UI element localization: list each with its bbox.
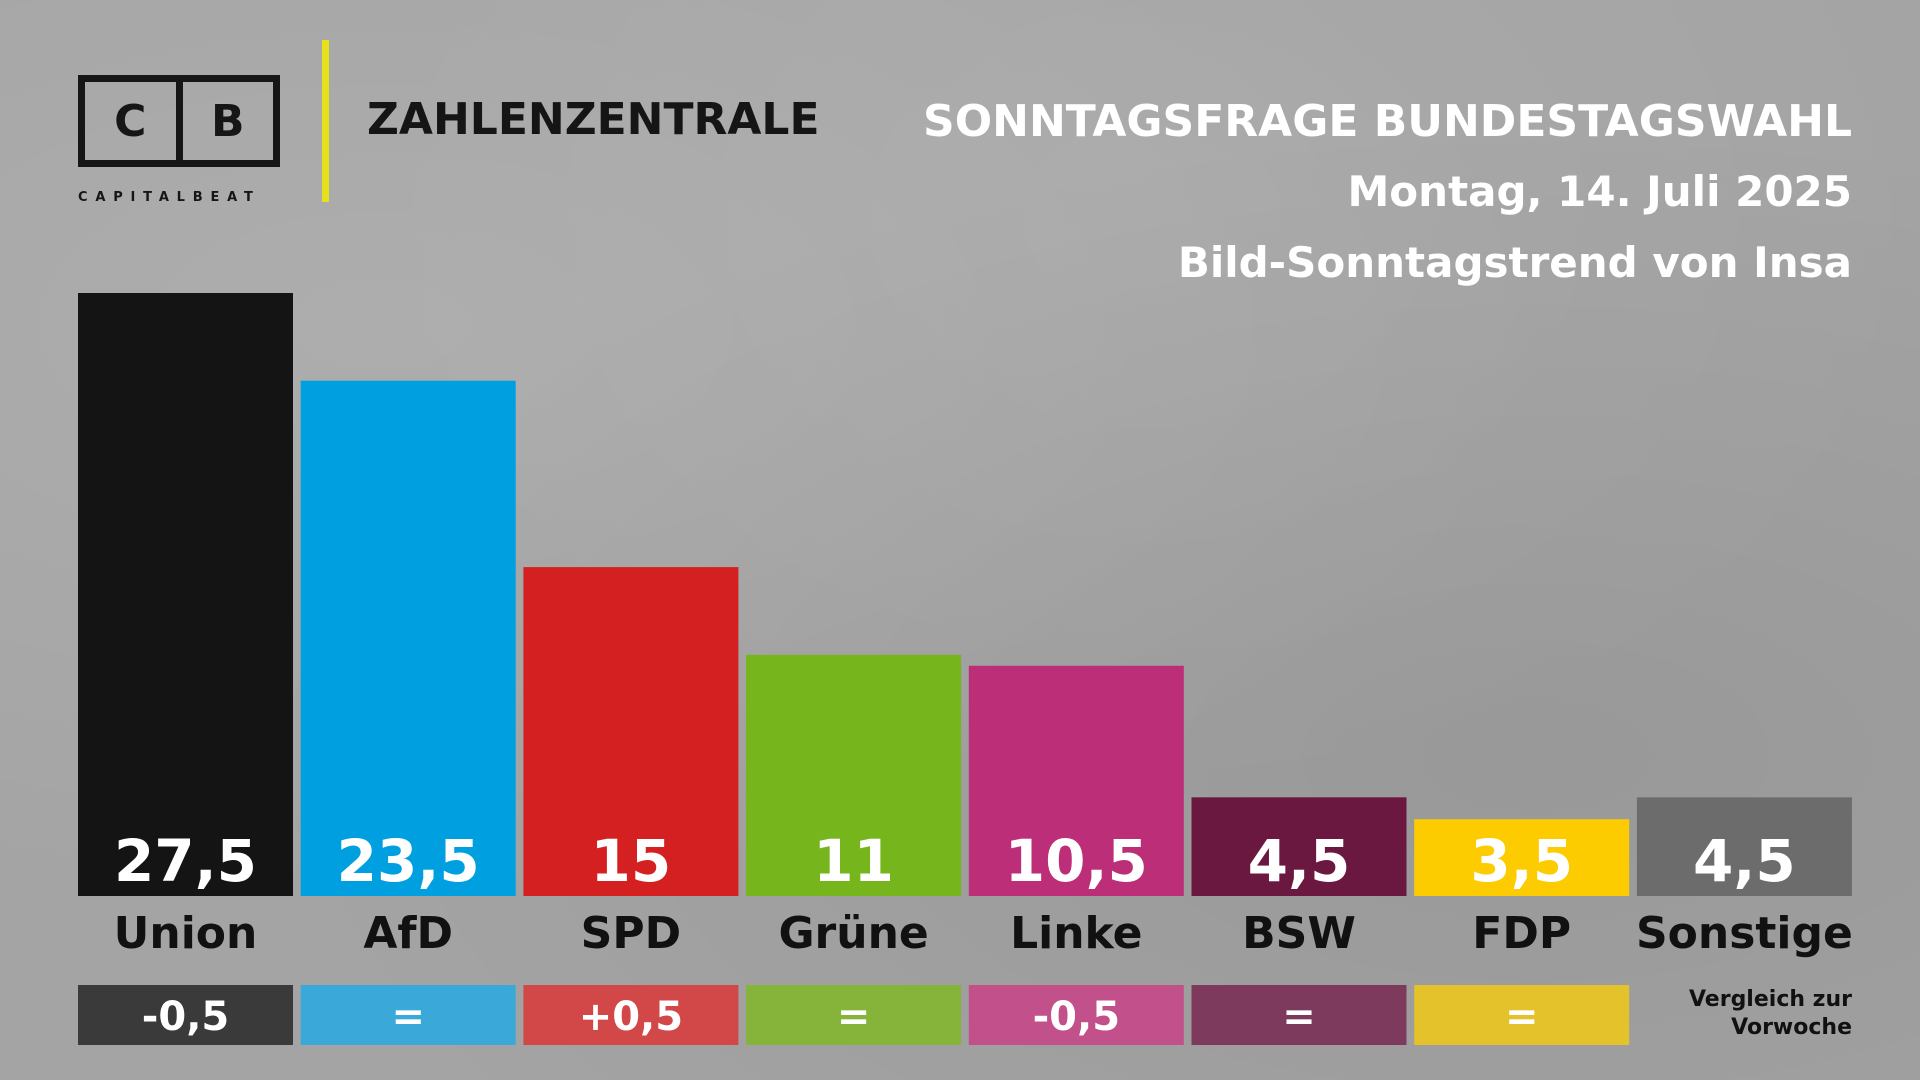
accent-divider	[322, 40, 329, 202]
bar-spd	[523, 567, 739, 896]
category-label-fdp: FDP	[1472, 908, 1571, 959]
chart-title: SONNTAGSFRAGE BUNDESTAGSWAHL	[923, 96, 1852, 147]
value-label-spd: 15	[591, 827, 672, 895]
value-label-fdp: 3,5	[1470, 827, 1573, 895]
category-label-linke: Linke	[1010, 908, 1142, 959]
change-label-fdp: =	[1505, 994, 1539, 1040]
value-label-linke: 10,5	[1005, 827, 1148, 895]
value-label-union: 27,5	[114, 827, 257, 895]
chart-source: Bild-Sonntagstrend von Insa	[1177, 238, 1852, 287]
comparison-note-line-1: Vergleich zur	[1688, 987, 1852, 1012]
change-box-union	[78, 985, 293, 1045]
change-box-gruene	[746, 985, 962, 1045]
bar-gruene	[746, 654, 962, 896]
change-label-spd: +0,5	[579, 994, 683, 1040]
logo-subtitle: CAPITALBEAT	[78, 190, 261, 205]
change-label-union: -0,5	[142, 994, 229, 1040]
comparison-note-line-2: Vorwoche	[1731, 1015, 1852, 1040]
brand-name: ZAHLENZENTRALE	[367, 94, 820, 145]
change-label-gruene: =	[837, 994, 871, 1040]
value-label-afd: 23,5	[337, 827, 480, 895]
bar-afd	[300, 380, 516, 896]
bar-bsw	[1191, 797, 1407, 896]
capitalbeat-logo: C B	[78, 75, 280, 167]
logo-letter-c: C	[85, 82, 183, 160]
change-box-spd	[523, 985, 739, 1045]
bar-fdp	[1414, 819, 1630, 896]
change-box-linke	[968, 985, 1184, 1045]
value-label-sonstige: 4,5	[1693, 827, 1796, 895]
category-label-spd: SPD	[581, 908, 681, 959]
change-label-bsw: =	[1282, 994, 1316, 1040]
change-label-linke: -0,5	[1033, 994, 1120, 1040]
comparison-note: Vergleich zur Vorwoche	[1689, 986, 1852, 1042]
change-box-fdp	[1414, 985, 1630, 1045]
bar-union	[78, 293, 293, 896]
change-box-bsw	[1191, 985, 1407, 1045]
category-label-bsw: BSW	[1242, 908, 1356, 959]
category-label-afd: AfD	[363, 908, 453, 959]
chart-date: Montag, 14. Juli 2025	[1347, 167, 1852, 216]
value-label-gruene: 11	[813, 827, 894, 895]
bar-linke	[968, 665, 1184, 896]
logo-letter-b: B	[210, 95, 245, 147]
category-label-union: Union	[114, 908, 258, 959]
change-box-afd	[300, 985, 516, 1045]
change-label-afd: =	[391, 994, 425, 1040]
category-label-sonstige: Sonstige	[1636, 908, 1853, 959]
category-label-gruene: Grüne	[778, 908, 928, 959]
bar-sonstige	[1636, 797, 1852, 896]
value-label-bsw: 4,5	[1248, 827, 1351, 895]
